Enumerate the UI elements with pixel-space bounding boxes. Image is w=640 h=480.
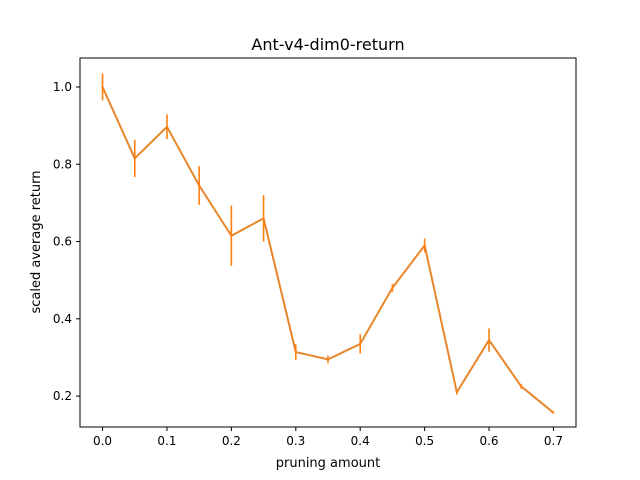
y-tick-label: 0.6	[53, 235, 72, 249]
x-tick-label: 0.1	[157, 434, 176, 448]
x-tick-label: 0.3	[286, 434, 305, 448]
data-point	[166, 125, 168, 128]
y-tick-label: 0.4	[53, 312, 72, 326]
x-axis-label: pruning amount	[276, 456, 380, 471]
x-tick-label: 0.4	[351, 434, 370, 448]
data-point	[198, 184, 200, 187]
chart-title: Ant-v4-dim0-return	[251, 35, 404, 54]
y-tick-label: 0.8	[53, 157, 72, 171]
x-tick-label: 0.0	[93, 434, 112, 448]
data-point	[327, 358, 329, 361]
x-axis-ticks: 0.0 0.1 0.2 0.3 0.4 0.5 0.6 0.7	[93, 427, 563, 448]
x-tick-label: 0.2	[222, 434, 241, 448]
data-point	[552, 411, 555, 414]
y-axis-label: scaled average return	[29, 171, 44, 314]
data-point	[133, 157, 136, 160]
data-point	[391, 287, 394, 289]
x-tick-label: 0.6	[479, 434, 498, 448]
x-tick-label: 0.7	[544, 434, 563, 448]
data-point	[262, 217, 265, 220]
series-layer	[101, 73, 555, 414]
data-point	[423, 244, 426, 247]
data-point	[230, 234, 233, 237]
data-point	[488, 339, 490, 341]
data-point	[359, 343, 362, 345]
plot-frame	[79, 57, 577, 428]
x-tick-label: 0.5	[415, 434, 434, 448]
data-point	[520, 385, 523, 388]
data-point	[294, 351, 297, 353]
y-tick-label: 0.2	[53, 389, 72, 403]
y-axis-ticks: 0.2 0.4 0.6 0.8 1.0	[53, 80, 80, 403]
y-tick-label: 1.0	[53, 80, 72, 94]
data-point	[456, 391, 458, 394]
data-point	[101, 86, 104, 88]
